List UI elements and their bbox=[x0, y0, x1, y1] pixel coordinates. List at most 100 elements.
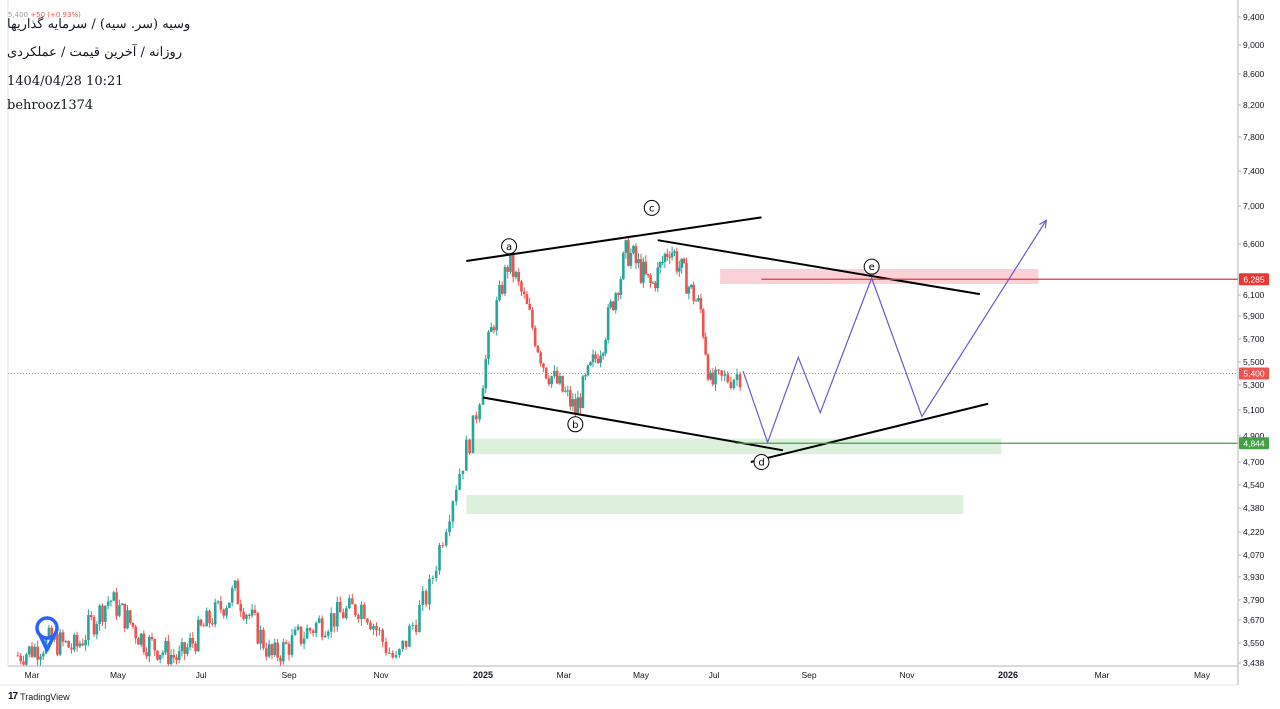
candle bbox=[424, 589, 428, 607]
wave-label-text: b bbox=[572, 420, 578, 431]
candle bbox=[25, 652, 28, 666]
candle bbox=[498, 280, 501, 302]
candle bbox=[183, 641, 186, 660]
candle bbox=[492, 324, 496, 334]
candle bbox=[622, 251, 625, 280]
trendline-1 bbox=[657, 239, 981, 296]
candle bbox=[84, 634, 87, 651]
price-zones bbox=[466, 268, 1039, 514]
y-tick-label: 8,600 bbox=[1243, 69, 1265, 79]
y-tick-label: 3,930 bbox=[1243, 572, 1265, 582]
candle bbox=[471, 415, 475, 454]
candle bbox=[663, 252, 667, 269]
candle bbox=[644, 255, 648, 276]
candle bbox=[354, 603, 357, 618]
candle bbox=[70, 643, 73, 654]
candle bbox=[723, 369, 727, 382]
tradingview-brand[interactable]: 17 TradingView bbox=[8, 691, 70, 702]
candle bbox=[188, 632, 192, 651]
badge-text: 4,844 bbox=[1243, 438, 1265, 448]
candle bbox=[211, 618, 214, 627]
candle bbox=[372, 623, 375, 636]
candle bbox=[654, 281, 657, 292]
y-tick-label: 5,100 bbox=[1243, 405, 1265, 415]
candle bbox=[561, 375, 564, 393]
candle bbox=[282, 638, 285, 665]
candle bbox=[81, 638, 85, 647]
candle bbox=[236, 578, 240, 605]
y-tick-label: 3,670 bbox=[1243, 615, 1265, 625]
candle bbox=[394, 650, 398, 659]
x-tick-label: Sep bbox=[281, 670, 296, 680]
y-tick-label: 5,500 bbox=[1243, 357, 1265, 367]
candle bbox=[270, 643, 274, 660]
candle bbox=[142, 630, 146, 655]
candle bbox=[164, 637, 167, 656]
candle bbox=[158, 654, 162, 664]
location-pin-icon bbox=[32, 614, 62, 660]
candle bbox=[137, 637, 140, 645]
candle bbox=[253, 604, 257, 616]
candle bbox=[196, 615, 200, 653]
y-tick-label: 9,000 bbox=[1243, 40, 1265, 50]
candle bbox=[661, 256, 664, 266]
candle bbox=[67, 640, 70, 648]
projection-path bbox=[742, 219, 1047, 445]
candle bbox=[314, 621, 318, 638]
candle bbox=[448, 515, 451, 537]
candle bbox=[317, 615, 321, 624]
y-tick-label: 4,380 bbox=[1243, 503, 1265, 513]
trendline-0 bbox=[466, 216, 762, 262]
current-price-badge: 5,400 bbox=[1239, 367, 1269, 380]
candle bbox=[687, 285, 691, 300]
x-tick-label: May bbox=[1194, 670, 1211, 680]
candle bbox=[256, 611, 260, 645]
candle bbox=[199, 618, 203, 627]
candle bbox=[404, 640, 408, 650]
candle bbox=[461, 470, 465, 480]
wave-label-b: b bbox=[567, 416, 584, 433]
candle bbox=[375, 622, 378, 637]
candle bbox=[311, 628, 315, 637]
candle bbox=[287, 641, 291, 661]
x-tick-label: 2025 bbox=[473, 670, 493, 680]
candle bbox=[495, 296, 499, 336]
candle bbox=[542, 362, 545, 372]
candle bbox=[646, 273, 650, 278]
candle bbox=[290, 628, 294, 658]
x-tick-label: Jul bbox=[196, 670, 207, 680]
support-badge: 4,844 bbox=[1239, 437, 1269, 450]
candle bbox=[78, 640, 82, 649]
candle bbox=[609, 299, 613, 310]
x-tick-label: Mar bbox=[1095, 670, 1110, 680]
y-tick-label: 4,700 bbox=[1243, 457, 1265, 467]
candle bbox=[589, 361, 592, 366]
candle bbox=[175, 654, 178, 665]
candle bbox=[320, 615, 324, 641]
x-tick-label: Mar bbox=[25, 670, 40, 680]
candle bbox=[520, 280, 523, 297]
candle bbox=[205, 607, 208, 627]
x-tick-label: Nov bbox=[373, 670, 389, 680]
candle bbox=[624, 239, 628, 260]
candle bbox=[553, 364, 556, 379]
candle bbox=[481, 384, 485, 405]
candle bbox=[478, 403, 481, 423]
candle bbox=[584, 373, 587, 381]
candle bbox=[131, 622, 135, 630]
badge-text: 6,285 bbox=[1243, 274, 1265, 284]
candle bbox=[599, 350, 602, 368]
candle bbox=[332, 613, 336, 633]
candle bbox=[259, 625, 262, 650]
candle bbox=[627, 237, 630, 267]
candle bbox=[363, 602, 366, 620]
candle bbox=[701, 308, 705, 340]
candle bbox=[649, 273, 652, 288]
candle bbox=[591, 349, 595, 368]
y-tick-label: 6,600 bbox=[1243, 239, 1265, 249]
candle bbox=[323, 631, 327, 638]
y-tick-label: 5,300 bbox=[1243, 380, 1265, 390]
x-tick-label: Mar bbox=[557, 670, 572, 680]
candle bbox=[305, 624, 309, 639]
